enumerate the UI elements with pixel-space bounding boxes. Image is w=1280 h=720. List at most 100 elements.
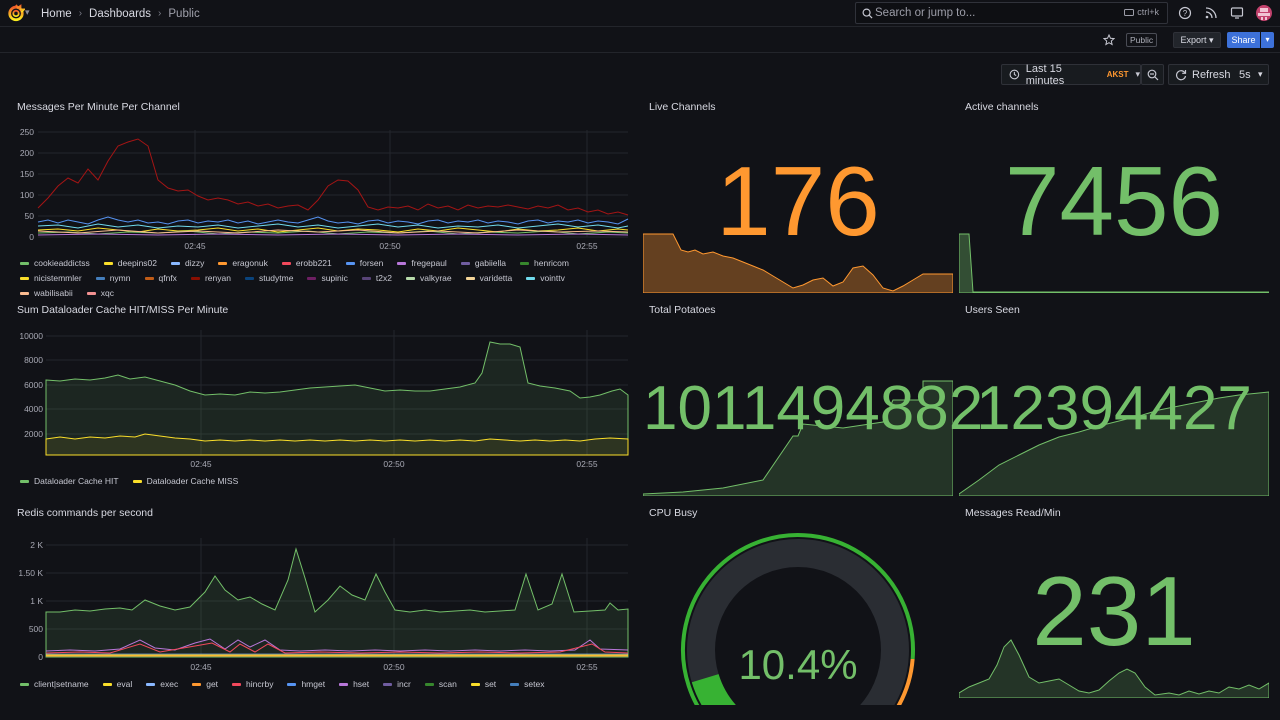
legend-item[interactable]: get bbox=[192, 679, 218, 689]
legend-item[interactable]: dizzy bbox=[171, 258, 204, 268]
legend-item[interactable]: hincrby bbox=[232, 679, 273, 689]
legend-item[interactable]: scan bbox=[424, 679, 457, 689]
legend-swatch bbox=[171, 261, 180, 265]
legend-item[interactable]: erobb221 bbox=[281, 258, 332, 268]
legend-item[interactable]: fregepaul bbox=[397, 258, 447, 268]
legend-item[interactable]: gabiiella bbox=[460, 258, 507, 268]
legend-item[interactable]: set bbox=[470, 679, 496, 689]
help-icon[interactable]: ? bbox=[1178, 6, 1192, 20]
legend-label: gabiiella bbox=[474, 258, 507, 268]
y-tick-label: 250 bbox=[20, 127, 34, 137]
export-button[interactable]: Export ▾ bbox=[1173, 32, 1221, 48]
legend-swatch bbox=[470, 682, 480, 686]
legend-item[interactable]: eragonuk bbox=[218, 258, 268, 268]
legend-item[interactable]: hset bbox=[339, 679, 369, 689]
legend-item[interactable]: forsen bbox=[345, 258, 384, 268]
legend-swatch bbox=[20, 276, 29, 280]
panel-title-active-channels[interactable]: Active channels bbox=[965, 101, 1039, 113]
chevron-down-icon: ▾ bbox=[1209, 35, 1214, 45]
legend-item[interactable]: renyan bbox=[190, 273, 231, 283]
time-range-picker[interactable]: Last 15 minutes AKST ▾ bbox=[1001, 62, 1141, 87]
legend-item[interactable]: deepins02 bbox=[103, 258, 157, 268]
legend-label: supinic bbox=[321, 273, 348, 283]
legend-item[interactable]: nicistemmler bbox=[20, 273, 82, 283]
legend-item[interactable]: wabilisabii bbox=[20, 288, 73, 298]
search-input[interactable]: Search or jump to... ctrl+k bbox=[855, 2, 1168, 24]
legend-label: incr bbox=[397, 679, 411, 689]
panel-title-messages-per-minute[interactable]: Messages Per Minute Per Channel bbox=[17, 101, 180, 113]
legend-item[interactable]: varidetta bbox=[465, 273, 513, 283]
legend-swatch bbox=[190, 276, 200, 280]
legend-swatch bbox=[20, 261, 29, 265]
panel-title-cpu-busy[interactable]: CPU Busy bbox=[649, 507, 698, 519]
rss-icon[interactable] bbox=[1204, 6, 1218, 20]
legend-item[interactable]: t2x2 bbox=[361, 273, 392, 283]
time-range-label: Last 15 minutes bbox=[1025, 62, 1065, 87]
y-tick-label: 2000 bbox=[24, 429, 43, 439]
panel-title-live-channels[interactable]: Live Channels bbox=[649, 101, 716, 113]
panel-title-dataloader[interactable]: Sum Dataloader Cache HIT/MISS Per Minute bbox=[17, 304, 229, 316]
legend-item[interactable]: supinic bbox=[307, 273, 348, 283]
series-line-fregepaul bbox=[37, 233, 629, 236]
legend-item[interactable]: incr bbox=[383, 679, 411, 689]
legend-item[interactable]: qfnfx bbox=[144, 273, 177, 283]
legend-item[interactable]: nymn bbox=[95, 273, 131, 283]
refresh-picker[interactable]: Refresh 5s ▾ bbox=[1168, 64, 1269, 85]
legend-item[interactable]: xqc bbox=[86, 288, 114, 298]
legend-label: valkyrae bbox=[419, 273, 452, 283]
x-tick-label: 02:50 bbox=[383, 662, 405, 672]
panel-title-redis[interactable]: Redis commands per second bbox=[17, 507, 153, 519]
legend-label: nicistemmler bbox=[34, 273, 82, 283]
legend-item[interactable]: client|setname bbox=[20, 679, 89, 689]
panel-title-total-potatoes[interactable]: Total Potatoes bbox=[649, 304, 716, 316]
legend-item[interactable]: setex bbox=[510, 679, 545, 689]
legend-item[interactable]: Dataloader Cache MISS bbox=[132, 476, 238, 486]
legend-item[interactable]: valkyrae bbox=[405, 273, 452, 283]
monitor-icon[interactable] bbox=[1230, 6, 1244, 20]
y-tick-label: 0 bbox=[29, 232, 34, 242]
legend-label: studytme bbox=[258, 273, 294, 283]
gauge-arc bbox=[681, 533, 915, 705]
legend-swatch bbox=[465, 276, 475, 280]
refresh-button[interactable]: Refresh bbox=[1192, 69, 1231, 81]
legend-item[interactable]: exec bbox=[146, 679, 178, 689]
legend-swatch bbox=[102, 682, 112, 686]
live-channels-sparkline bbox=[643, 233, 953, 293]
legend-label: forsen bbox=[359, 258, 384, 268]
breadcrumb-dashboards[interactable]: Dashboards bbox=[89, 7, 152, 20]
legend-swatch bbox=[244, 276, 254, 280]
legend-label: varidetta bbox=[479, 273, 513, 283]
grafana-logo-icon[interactable] bbox=[7, 4, 25, 22]
legend-item[interactable]: cookieaddictss bbox=[20, 258, 90, 268]
legend-swatch bbox=[520, 261, 530, 265]
legend-item[interactable]: hmget bbox=[287, 679, 325, 689]
search-placeholder: Search or jump to... bbox=[875, 7, 976, 19]
series-line-vointtv bbox=[37, 223, 629, 229]
timezone-badge: AKST bbox=[1106, 70, 1129, 79]
chevron-down-icon[interactable]: ▾ bbox=[25, 7, 30, 17]
share-button[interactable]: Share bbox=[1227, 32, 1260, 48]
legend-swatch bbox=[20, 479, 29, 483]
star-icon[interactable] bbox=[1103, 34, 1115, 46]
legend-item[interactable]: Dataloader Cache HIT bbox=[20, 476, 119, 486]
breadcrumb-home[interactable]: Home bbox=[41, 7, 72, 20]
legend-label: eragonuk bbox=[232, 258, 268, 268]
legend-item[interactable]: eval bbox=[102, 679, 132, 689]
legend-item[interactable]: studytme bbox=[244, 273, 294, 283]
share-dropdown-button[interactable]: ▾ bbox=[1261, 32, 1274, 48]
cpu-busy-value: 10.4% bbox=[738, 641, 858, 688]
legend-swatch bbox=[20, 682, 29, 686]
legend-item[interactable]: vointtv bbox=[526, 273, 565, 283]
panel-title-messages-read[interactable]: Messages Read/Min bbox=[965, 507, 1061, 519]
legend-swatch bbox=[345, 261, 355, 265]
legend-swatch bbox=[218, 261, 228, 265]
panel-title-users-seen[interactable]: Users Seen bbox=[965, 304, 1020, 316]
refresh-interval[interactable]: 5s bbox=[1239, 69, 1251, 81]
legend-item[interactable]: henricom bbox=[520, 258, 569, 268]
zoom-out-button[interactable] bbox=[1141, 64, 1164, 85]
active-channels-sparkline bbox=[959, 233, 1269, 293]
y-tick-label: 6000 bbox=[24, 380, 43, 390]
gauge-segment bbox=[691, 673, 736, 705]
series-line-renyan bbox=[37, 138, 629, 216]
avatar[interactable] bbox=[1256, 5, 1272, 21]
